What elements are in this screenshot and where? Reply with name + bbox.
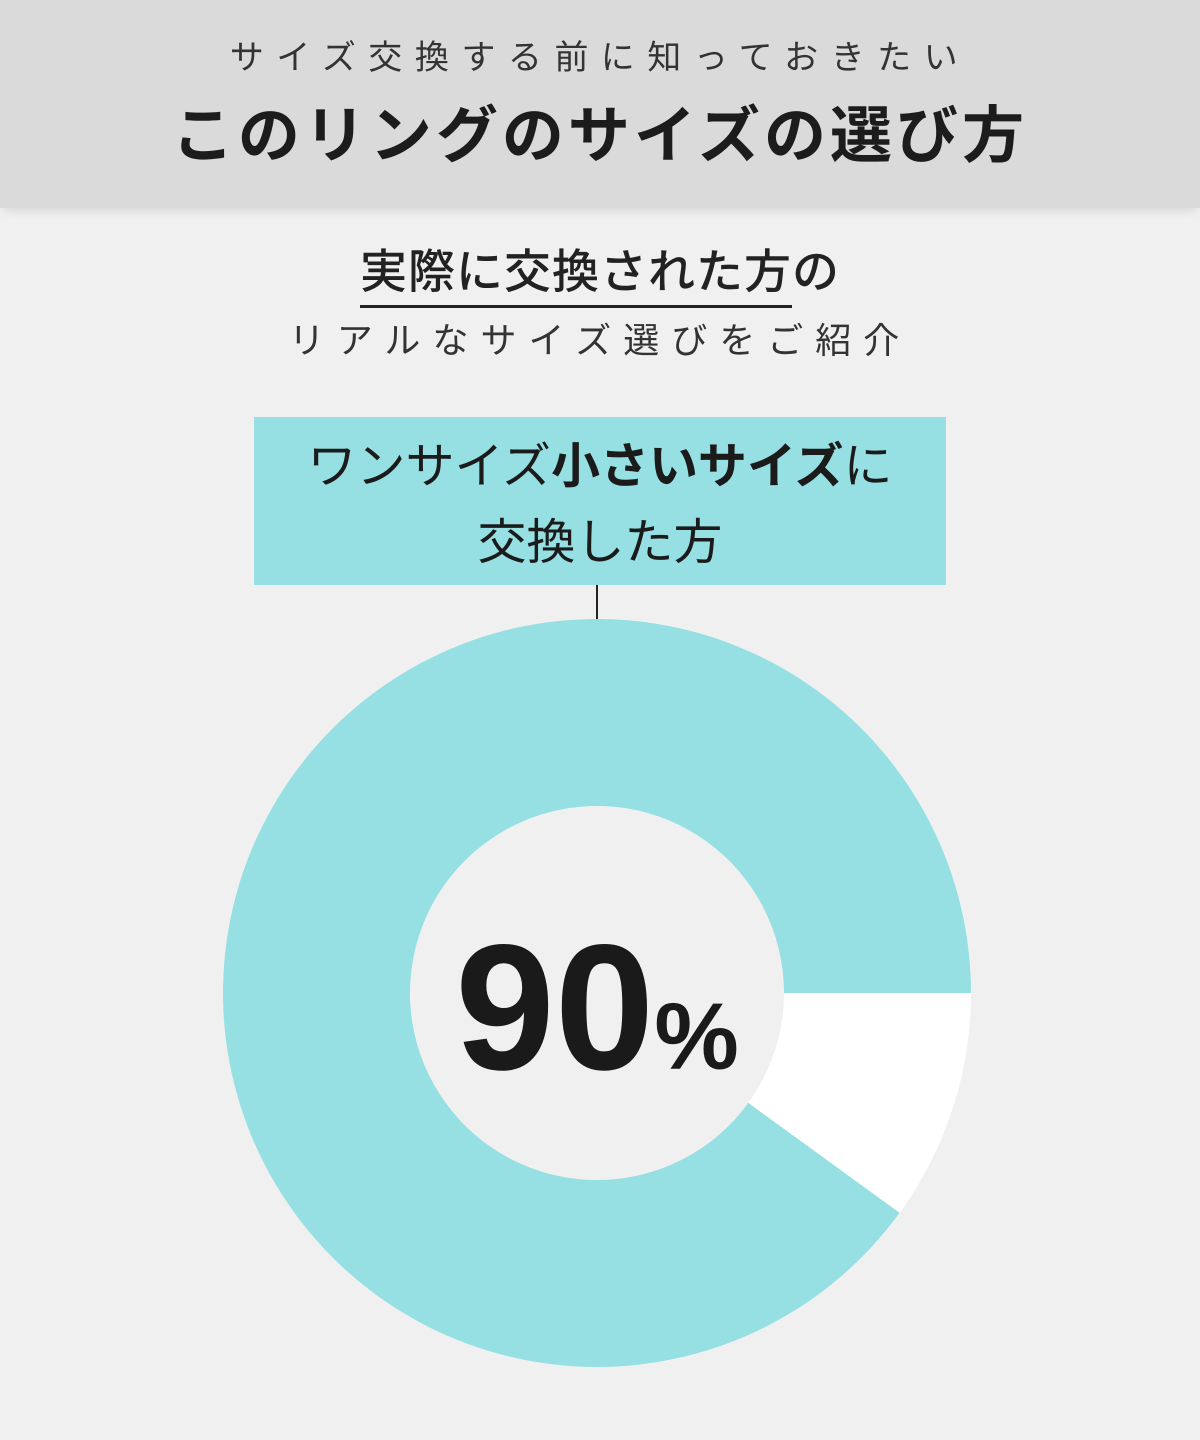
svg-text:90%: 90%	[455, 907, 739, 1107]
